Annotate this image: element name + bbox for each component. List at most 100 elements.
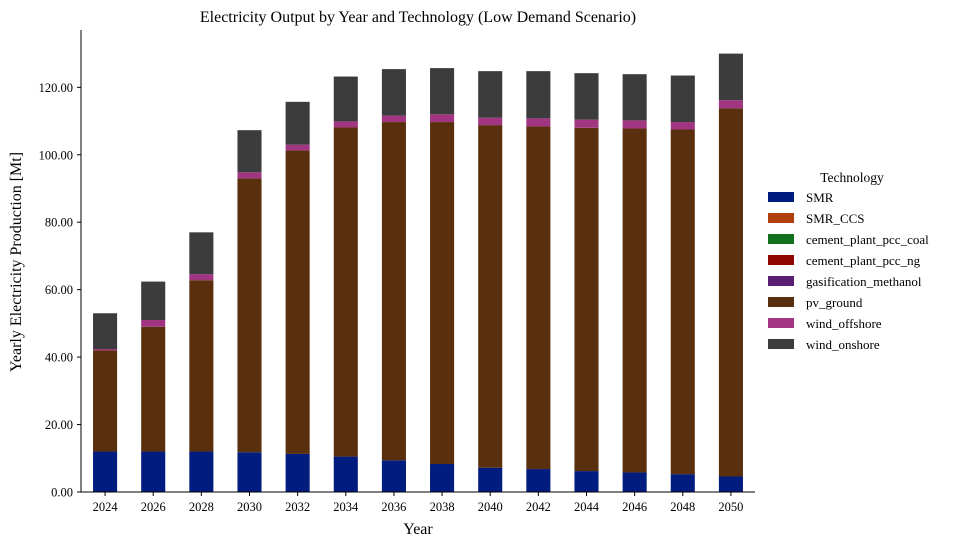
bar-pv_ground-2040 — [478, 125, 503, 468]
bar-wind_onshore-2036 — [381, 69, 406, 116]
legend-label-SMR_CCS: SMR_CCS — [806, 211, 865, 226]
legend-label-wind_onshore: wind_onshore — [806, 337, 880, 352]
x-tick-label: 2032 — [285, 500, 310, 514]
bar-wind_onshore-2026 — [141, 281, 166, 321]
x-tick-label: 2048 — [670, 500, 695, 514]
x-tick-label: 2024 — [93, 500, 119, 514]
x-tick-label: 2040 — [478, 500, 503, 514]
bar-SMR-2050 — [718, 476, 743, 492]
bar-pv_ground-2036 — [381, 122, 406, 461]
x-tick-label: 2042 — [526, 500, 551, 514]
bar-wind_onshore-2034 — [333, 76, 358, 122]
bar-wind_offshore-2042 — [526, 118, 551, 127]
bar-SMR-2024 — [93, 451, 118, 492]
bar-pv_ground-2046 — [622, 128, 647, 473]
x-tick-label: 2034 — [333, 500, 359, 514]
bar-SMR-2030 — [237, 452, 262, 492]
chart-title: Electricity Output by Year and Technolog… — [200, 9, 636, 26]
bar-wind_onshore-2038 — [430, 68, 455, 115]
bar-SMR-2042 — [526, 469, 551, 492]
legend-swatch-wind_offshore — [768, 318, 794, 328]
bar-wind_offshore-2028 — [189, 274, 214, 281]
bar-pv_ground-2048 — [670, 129, 695, 475]
bar-pv_ground-2024 — [93, 350, 118, 452]
x-tick-label: 2038 — [430, 500, 455, 514]
y-tick-label: 0.00 — [51, 486, 73, 500]
x-tick-label: 2026 — [141, 500, 166, 514]
bar-pv_ground-2028 — [189, 280, 214, 452]
bar-pv_ground-2026 — [141, 326, 166, 452]
bar-SMR-2040 — [478, 467, 503, 492]
bar-wind_offshore-2050 — [718, 100, 743, 109]
bar-wind_offshore-2038 — [430, 114, 455, 123]
bar-SMR-2036 — [381, 460, 406, 492]
plot-area: 2024 2026 2028 2030 2032 2034 2036 2038 2040 2042… — [39, 30, 755, 514]
bar-wind_onshore-2042 — [526, 71, 551, 119]
bar-wind_offshore-2034 — [333, 121, 358, 128]
bar-wind_offshore-2048 — [670, 122, 695, 130]
bar-wind_offshore-2040 — [478, 117, 503, 126]
legend-swatch-gasification_methanol — [768, 276, 794, 286]
legend-swatch-cement_plant_pcc_coal — [768, 234, 794, 244]
bar-wind_onshore-2048 — [670, 75, 695, 123]
x-axis-label: Year — [403, 521, 433, 538]
bar-wind_onshore-2032 — [285, 101, 310, 145]
bar-SMR-2032 — [285, 453, 310, 492]
legend-swatch-cement_plant_pcc_ng — [768, 255, 794, 265]
bar-wind_onshore-2046 — [622, 74, 647, 121]
legend-swatch-SMR_CCS — [768, 213, 794, 223]
bar-pv_ground-2030 — [237, 178, 262, 453]
bar-SMR-2044 — [574, 471, 599, 492]
legend-label-cement_plant_pcc_coal: cement_plant_pcc_coal — [806, 232, 929, 247]
bar-wind_onshore-2030 — [237, 130, 262, 173]
legend-swatch-SMR — [768, 192, 794, 202]
bar-wind_offshore-2024 — [93, 349, 118, 351]
bar-SMR-2026 — [141, 451, 166, 492]
bar-SMR-2048 — [670, 474, 695, 492]
x-tick-label: 2050 — [718, 500, 743, 514]
bar-SMR-2038 — [430, 464, 455, 492]
x-tick-label: 2030 — [237, 500, 262, 514]
legend-label-pv_ground: pv_ground — [806, 295, 863, 310]
bar-wind_onshore-2050 — [718, 53, 743, 101]
bar-wind_offshore-2044 — [574, 119, 599, 128]
bar-wind_offshore-2026 — [141, 320, 166, 327]
y-tick-label: 120.00 — [39, 81, 73, 95]
bar-wind_offshore-2032 — [285, 144, 310, 151]
legend-title: Technology — [820, 170, 884, 185]
legend-label-SMR: SMR — [806, 190, 834, 205]
y-tick-label: 80.00 — [45, 216, 73, 230]
y-axis-label: Yearly Electricity Production [Mt] — [8, 152, 25, 372]
bar-wind_offshore-2046 — [622, 120, 647, 129]
legend-label-cement_plant_pcc_ng: cement_plant_pcc_ng — [806, 253, 921, 268]
legend-swatch-pv_ground — [768, 297, 794, 307]
x-tick-label: 2036 — [381, 500, 406, 514]
bar-SMR-2034 — [333, 456, 358, 492]
bar-pv_ground-2044 — [574, 127, 599, 472]
legend-label-wind_offshore: wind_offshore — [806, 316, 882, 331]
bar-SMR-2028 — [189, 451, 214, 492]
x-tick-label: 2046 — [622, 500, 647, 514]
bar-wind_onshore-2028 — [189, 232, 214, 275]
bar-pv_ground-2034 — [333, 127, 358, 457]
bar-pv_ground-2050 — [718, 108, 743, 477]
y-tick-label: 20.00 — [45, 418, 73, 432]
bar-wind_onshore-2024 — [93, 313, 118, 350]
y-tick-label: 100.00 — [39, 148, 73, 162]
bar-wind_offshore-2030 — [237, 172, 262, 179]
legend: Technology SMR SMR_CCS cement_plant_pcc_co… — [768, 170, 929, 352]
legend-swatch-wind_onshore — [768, 339, 794, 349]
bar-wind_onshore-2040 — [478, 71, 503, 118]
bar-wind_offshore-2036 — [381, 115, 406, 123]
x-tick-label: 2028 — [189, 500, 214, 514]
bar-pv_ground-2042 — [526, 126, 551, 470]
bar-SMR-2046 — [622, 472, 647, 492]
bar-pv_ground-2032 — [285, 150, 310, 454]
y-tick-label: 60.00 — [45, 283, 73, 297]
y-tick-label: 40.00 — [45, 351, 73, 365]
bar-pv_ground-2038 — [430, 122, 455, 465]
bar-wind_onshore-2044 — [574, 73, 599, 120]
legend-label-gasification_methanol: gasification_methanol — [806, 274, 922, 289]
x-tick-label: 2044 — [574, 500, 600, 514]
